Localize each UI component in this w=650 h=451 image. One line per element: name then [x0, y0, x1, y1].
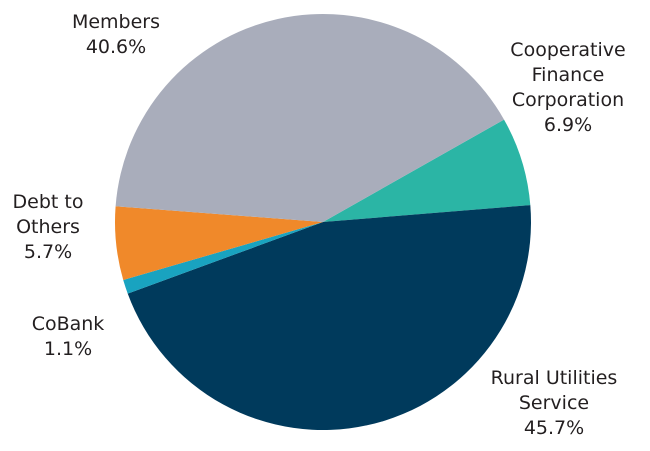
slice-label-cobank: CoBank 1.1% [32, 313, 105, 360]
slice-name-line: Service [519, 392, 589, 414]
pie-labels: Cooperative Finance Corporation 6.9% Rural U… [13, 11, 626, 439]
slice-name-line: Rural Utilities [491, 367, 618, 389]
slice-value-label: 5.7% [24, 241, 72, 263]
slice-name-line: Cooperative [510, 39, 625, 61]
pie-slice-debt-to-others [115, 206, 323, 280]
slice-value-label: 1.1% [44, 338, 92, 360]
pie-slice-cooperative-finance-corporation [323, 119, 531, 222]
slice-value-label: 40.6% [86, 36, 146, 58]
slice-name-line: Others [16, 216, 80, 238]
slice-label-cooperative-finance-corporation: Cooperative Finance Corporation 6.9% [510, 39, 625, 136]
slice-name-line: Debt to [13, 191, 84, 213]
pie-slice-rural-utilities-service [127, 205, 531, 430]
pie-slices [115, 14, 531, 430]
slice-name-line: CoBank [32, 313, 105, 335]
slice-name-line: Finance [532, 64, 605, 86]
pie-slice-cobank [123, 222, 324, 294]
pie-slice-members [115, 14, 505, 222]
slice-name-line: Members [72, 11, 160, 33]
slice-label-members: Members 40.6% [72, 11, 160, 58]
slice-label-debt-to-others: Debt to Others 5.7% [13, 191, 84, 263]
slice-label-rural-utilities-service: Rural Utilities Service 45.7% [491, 367, 618, 439]
slice-value-label: 6.9% [544, 114, 592, 136]
slice-name-line: Corporation [512, 89, 624, 111]
slice-value-label: 45.7% [524, 417, 584, 439]
